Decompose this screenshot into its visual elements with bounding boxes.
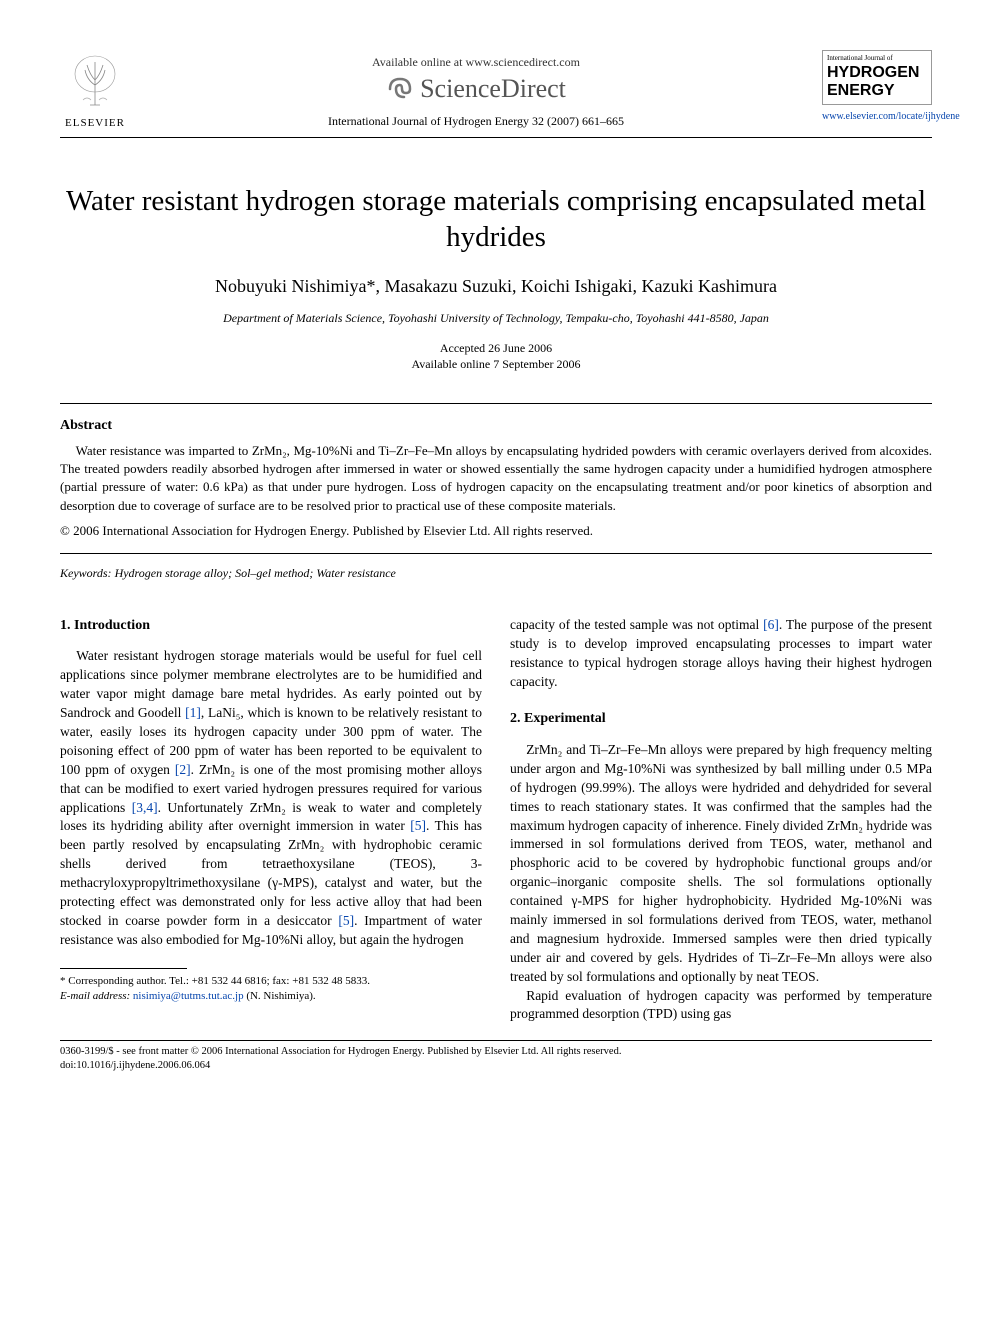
- abstract-text: Water resistance was imparted to ZrMn₂, …: [60, 442, 932, 515]
- keywords-text: Hydrogen storage alloy; Sol–gel method; …: [112, 566, 396, 580]
- elsevier-tree-icon: [65, 50, 125, 110]
- journal-small-text: International Journal of: [827, 55, 927, 63]
- keywords-line: Keywords: Hydrogen storage alloy; Sol–ge…: [60, 566, 932, 581]
- ref-5b[interactable]: [5]: [338, 913, 354, 928]
- right-column: capacity of the tested sample was not op…: [510, 616, 932, 1025]
- author-list: Nobuyuki Nishimiya*, Masakazu Suzuki, Ko…: [60, 276, 932, 297]
- ref-1[interactable]: [1]: [185, 705, 201, 720]
- abstract-section: Abstract Water resistance was imparted t…: [60, 403, 932, 554]
- intro-heading: 1. Introduction: [60, 616, 482, 636]
- center-header: Available online at www.sciencedirect.co…: [130, 50, 822, 129]
- front-matter-line: 0360-3199/$ - see front matter © 2006 In…: [60, 1045, 932, 1059]
- sciencedirect-icon: [386, 75, 414, 103]
- email-tail: (N. Nishimiya).: [244, 990, 316, 1002]
- elsevier-logo-block: ELSEVIER: [60, 50, 130, 129]
- exp-paragraph-1: ZrMn₂ and Ti–Zr–Fe–Mn alloys were prepar…: [510, 741, 932, 987]
- online-date: Available online 7 September 2006: [60, 356, 932, 373]
- ref-5a[interactable]: [5]: [410, 818, 426, 833]
- corresponding-author-footnote: * Corresponding author. Tel.: +81 532 44…: [60, 974, 482, 1004]
- citation-line: International Journal of Hydrogen Energy…: [130, 114, 822, 129]
- abstract-heading: Abstract: [60, 418, 932, 434]
- bottom-meta: 0360-3199/$ - see front matter © 2006 In…: [60, 1045, 932, 1072]
- left-column: 1. Introduction Water resistant hydrogen…: [60, 616, 482, 1025]
- corr-email-line: E-mail address: nisimiya@tutms.tut.ac.jp…: [60, 989, 482, 1004]
- doi-line: doi:10.1016/j.ijhydene.2006.06.064: [60, 1059, 932, 1073]
- intro-continuation: capacity of the tested sample was not op…: [510, 616, 932, 692]
- journal-big-1: HYDROGEN: [827, 65, 927, 82]
- body-columns: 1. Introduction Water resistant hydrogen…: [60, 616, 932, 1025]
- article-title: Water resistant hydrogen storage materia…: [60, 183, 932, 256]
- sciencedirect-text: ScienceDirect: [420, 74, 566, 104]
- abstract-copyright: © 2006 International Association for Hyd…: [60, 523, 932, 539]
- keywords-label: Keywords:: [60, 566, 112, 580]
- intro-paragraph: Water resistant hydrogen storage materia…: [60, 647, 482, 949]
- sciencedirect-logo: ScienceDirect: [130, 74, 822, 104]
- corr-author-line: * Corresponding author. Tel.: +81 532 44…: [60, 974, 482, 989]
- corr-email-link[interactable]: nisimiya@tutms.tut.ac.jp: [133, 990, 244, 1002]
- header-rule: [60, 137, 932, 138]
- experimental-heading: 2. Experimental: [510, 709, 932, 729]
- affiliation: Department of Materials Science, Toyohas…: [60, 311, 932, 326]
- ref-2[interactable]: [2]: [175, 762, 191, 777]
- elsevier-label: ELSEVIER: [60, 117, 130, 129]
- journal-cover-box: International Journal of HYDROGEN ENERGY: [822, 50, 932, 105]
- footnote-separator: [60, 968, 187, 969]
- page-header: ELSEVIER Available online at www.science…: [60, 50, 932, 129]
- journal-big-2: ENERGY: [827, 83, 927, 100]
- email-label: E-mail address:: [60, 990, 130, 1002]
- ref-6[interactable]: [6]: [763, 617, 779, 632]
- bottom-rule: [60, 1040, 932, 1041]
- journal-homepage-link[interactable]: www.elsevier.com/locate/ijhydene: [822, 111, 932, 122]
- article-dates: Accepted 26 June 2006 Available online 7…: [60, 340, 932, 374]
- accepted-date: Accepted 26 June 2006: [60, 340, 932, 357]
- exp-paragraph-2: Rapid evaluation of hydrogen capacity wa…: [510, 987, 932, 1025]
- ref-3-4[interactable]: [3,4]: [132, 800, 158, 815]
- journal-logo-block: International Journal of HYDROGEN ENERGY…: [822, 50, 932, 122]
- available-online-text: Available online at www.sciencedirect.co…: [130, 55, 822, 70]
